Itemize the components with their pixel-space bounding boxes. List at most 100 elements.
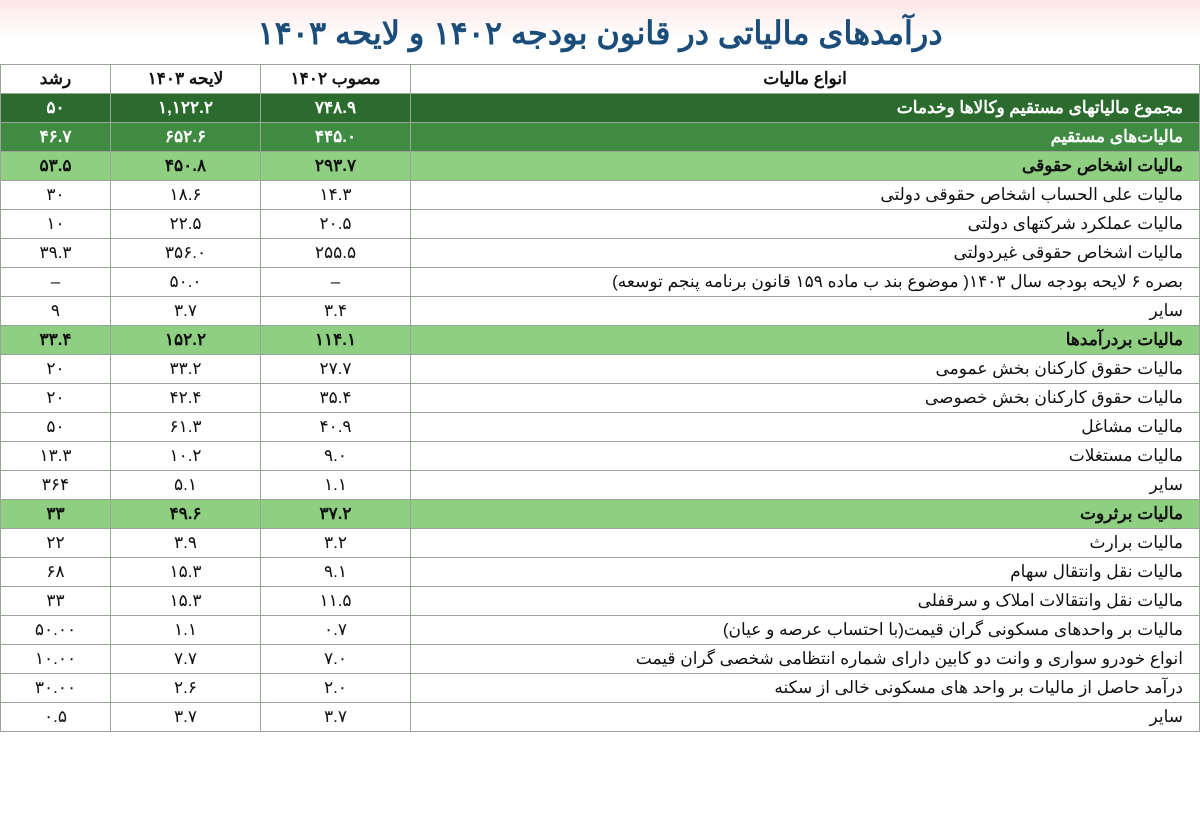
table-row: مالیات نقل وانتقالات املاک و سرقفلی۱۱.۵۱… — [1, 587, 1200, 616]
cell-growth: ۵۰ — [1, 94, 111, 123]
table-row: مالیات مستغلات۹.۰۱۰.۲۱۳.۳ — [1, 442, 1200, 471]
cell-label: مالیات برارث — [411, 529, 1200, 558]
cell-bill: ۴۹.۶ — [111, 500, 261, 529]
table-row: مالیات بر واحدهای مسکونی گران قیمت(با اح… — [1, 616, 1200, 645]
cell-bill: ۷.۷ — [111, 645, 261, 674]
cell-approved: ۹.۱ — [261, 558, 411, 587]
cell-approved: ۱.۱ — [261, 471, 411, 500]
cell-growth: ۱۳.۳ — [1, 442, 111, 471]
table-row: مجموع مالیاتهای مستقیم وکالاها وخدمات۷۴۸… — [1, 94, 1200, 123]
cell-growth: ۲۰ — [1, 355, 111, 384]
table-row: مالیات علی الحساب اشخاص حقوقی دولتی۱۴.۳۱… — [1, 181, 1200, 210]
col-bill: لایحه ۱۴۰۳ — [111, 65, 261, 94]
cell-bill: ۲.۶ — [111, 674, 261, 703]
cell-approved: ۱۴.۳ — [261, 181, 411, 210]
table-row: درآمد حاصل از مالیات بر واحد های مسکونی … — [1, 674, 1200, 703]
cell-approved: ۲۷.۷ — [261, 355, 411, 384]
cell-growth: ۳۰ — [1, 181, 111, 210]
table-row: مالیات عملکرد شرکتهای دولتی۲۰.۵۲۲.۵۱۰ — [1, 210, 1200, 239]
table-row: بصره ۶ لایحه بودجه سال ۱۴۰۳( موضوع بند ب… — [1, 268, 1200, 297]
cell-approved: ۷.۰ — [261, 645, 411, 674]
table-row: مالیات مشاغل۴۰.۹۶۱.۳۵۰ — [1, 413, 1200, 442]
cell-label: مالیات حقوق کارکنان بخش عمومی — [411, 355, 1200, 384]
cell-bill: ۳.۹ — [111, 529, 261, 558]
cell-growth: ۳۳ — [1, 587, 111, 616]
cell-bill: ۱۵.۳ — [111, 558, 261, 587]
col-types: انواع مالیات — [411, 65, 1200, 94]
cell-bill: ۱۵۲.۲ — [111, 326, 261, 355]
cell-bill: ۵.۱ — [111, 471, 261, 500]
cell-approved: ۳۷.۲ — [261, 500, 411, 529]
cell-growth: ۲۰ — [1, 384, 111, 413]
cell-growth: ۱۰.۰۰ — [1, 645, 111, 674]
cell-label: سایر — [411, 297, 1200, 326]
cell-approved: ۱۱.۵ — [261, 587, 411, 616]
cell-bill: ۱۰.۲ — [111, 442, 261, 471]
cell-approved: ۰.۷ — [261, 616, 411, 645]
cell-approved: ۲۵۵.۵ — [261, 239, 411, 268]
cell-label: مالیات مشاغل — [411, 413, 1200, 442]
table-row: مالیات برارث۳.۲۳.۹۲۲ — [1, 529, 1200, 558]
cell-label: مالیات حقوق کارکنان بخش خصوصی — [411, 384, 1200, 413]
cell-bill: ۳.۷ — [111, 703, 261, 732]
cell-label: بصره ۶ لایحه بودجه سال ۱۴۰۳( موضوع بند ب… — [411, 268, 1200, 297]
cell-label: مالیات نقل وانتقال سهام — [411, 558, 1200, 587]
cell-label: سایر — [411, 703, 1200, 732]
cell-approved: ۳.۴ — [261, 297, 411, 326]
cell-label: درآمد حاصل از مالیات بر واحد های مسکونی … — [411, 674, 1200, 703]
table-row: مالیات‌های مستقیم۴۴۵.۰۶۵۲.۶۴۶.۷ — [1, 123, 1200, 152]
cell-approved: ۴۴۵.۰ — [261, 123, 411, 152]
cell-growth: ۰.۵ — [1, 703, 111, 732]
cell-label: مالیات بردرآمدها — [411, 326, 1200, 355]
tax-table: انواع مالیات مصوب ۱۴۰۲ لایحه ۱۴۰۳ رشد مج… — [0, 64, 1200, 732]
table-row: مالیات بردرآمدها۱۱۴.۱۱۵۲.۲۳۳.۴ — [1, 326, 1200, 355]
cell-growth: ۵۳.۵ — [1, 152, 111, 181]
cell-bill: ۳۵۶.۰ — [111, 239, 261, 268]
cell-approved: ۲۰.۵ — [261, 210, 411, 239]
header-row: انواع مالیات مصوب ۱۴۰۲ لایحه ۱۴۰۳ رشد — [1, 65, 1200, 94]
cell-approved: ۳.۲ — [261, 529, 411, 558]
cell-growth: ۴۶.۷ — [1, 123, 111, 152]
cell-growth: ۳۰.۰۰ — [1, 674, 111, 703]
cell-approved: ۹.۰ — [261, 442, 411, 471]
cell-growth: ۵۰ — [1, 413, 111, 442]
table-row: سایر۳.۷۳.۷۰.۵ — [1, 703, 1200, 732]
cell-approved: ۷۴۸.۹ — [261, 94, 411, 123]
cell-approved: ۴۰.۹ — [261, 413, 411, 442]
table-row: مالیات نقل وانتقال سهام۹.۱۱۵.۳۶۸ — [1, 558, 1200, 587]
cell-label: مالیات علی الحساب اشخاص حقوقی دولتی — [411, 181, 1200, 210]
cell-bill: ۵۰.۰ — [111, 268, 261, 297]
cell-label: مالیات‌های مستقیم — [411, 123, 1200, 152]
page-title: درآمدهای مالیاتی در قانون بودجه ۱۴۰۲ و ل… — [0, 0, 1200, 64]
col-growth: رشد — [1, 65, 111, 94]
cell-growth: ۳۳ — [1, 500, 111, 529]
cell-label: مالیات اشخاص حقوقی غیردولتی — [411, 239, 1200, 268]
cell-growth: ۶۸ — [1, 558, 111, 587]
table-row: مالیات اشخاص حقوقی غیردولتی۲۵۵.۵۳۵۶.۰۳۹.… — [1, 239, 1200, 268]
table-row: سایر۳.۴۳.۷۹ — [1, 297, 1200, 326]
cell-label: مالیات بر واحدهای مسکونی گران قیمت(با اح… — [411, 616, 1200, 645]
cell-bill: ۴۵۰.۸ — [111, 152, 261, 181]
cell-label: مجموع مالیاتهای مستقیم وکالاها وخدمات — [411, 94, 1200, 123]
table-row: مالیات اشخاص حقوقی۲۹۳.۷۴۵۰.۸۵۳.۵ — [1, 152, 1200, 181]
cell-growth: ۱۰ — [1, 210, 111, 239]
cell-approved: ۳.۷ — [261, 703, 411, 732]
table-row: مالیات برثروت۳۷.۲۴۹.۶۳۳ — [1, 500, 1200, 529]
table-row: سایر۱.۱۵.۱۳۶۴ — [1, 471, 1200, 500]
cell-label: مالیات عملکرد شرکتهای دولتی — [411, 210, 1200, 239]
cell-growth: ۲۲ — [1, 529, 111, 558]
cell-label: سایر — [411, 471, 1200, 500]
cell-growth: ۳۹.۳ — [1, 239, 111, 268]
cell-bill: ۴۲.۴ — [111, 384, 261, 413]
cell-approved: – — [261, 268, 411, 297]
cell-bill: ۱۵.۳ — [111, 587, 261, 616]
cell-growth: – — [1, 268, 111, 297]
cell-label: انواع خودرو سواری و وانت دو کابین دارای … — [411, 645, 1200, 674]
cell-label: مالیات اشخاص حقوقی — [411, 152, 1200, 181]
cell-bill: ۶۵۲.۶ — [111, 123, 261, 152]
cell-approved: ۱۱۴.۱ — [261, 326, 411, 355]
table-row: انواع خودرو سواری و وانت دو کابین دارای … — [1, 645, 1200, 674]
cell-growth: ۳۳.۴ — [1, 326, 111, 355]
table-row: مالیات حقوق کارکنان بخش خصوصی۳۵.۴۴۲.۴۲۰ — [1, 384, 1200, 413]
cell-approved: ۳۵.۴ — [261, 384, 411, 413]
